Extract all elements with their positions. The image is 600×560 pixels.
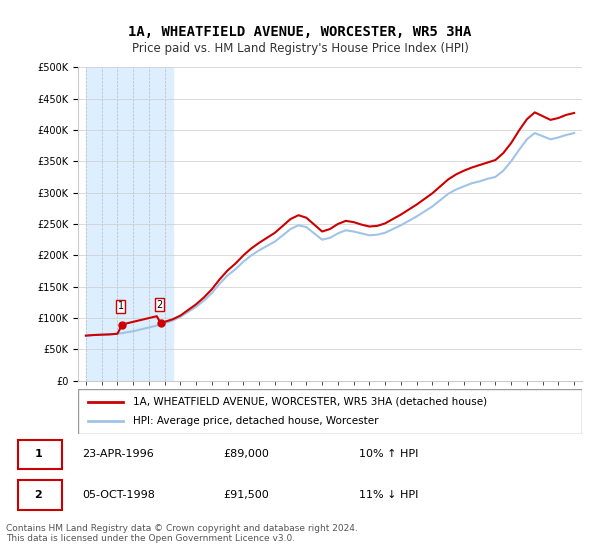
FancyBboxPatch shape xyxy=(18,440,62,469)
Text: 2: 2 xyxy=(34,490,42,500)
FancyBboxPatch shape xyxy=(18,480,62,510)
Bar xyxy=(86,67,173,381)
Text: 10% ↑ HPI: 10% ↑ HPI xyxy=(359,449,418,459)
Text: £89,000: £89,000 xyxy=(224,449,269,459)
Text: 05-OCT-1998: 05-OCT-1998 xyxy=(82,490,155,500)
Text: 1: 1 xyxy=(118,301,124,311)
Text: 1A, WHEATFIELD AVENUE, WORCESTER, WR5 3HA: 1A, WHEATFIELD AVENUE, WORCESTER, WR5 3H… xyxy=(128,25,472,39)
Text: HPI: Average price, detached house, Worcester: HPI: Average price, detached house, Worc… xyxy=(133,417,379,427)
Text: Contains HM Land Registry data © Crown copyright and database right 2024.
This d: Contains HM Land Registry data © Crown c… xyxy=(6,524,358,543)
Text: 1: 1 xyxy=(34,449,42,459)
Text: £91,500: £91,500 xyxy=(224,490,269,500)
Text: 2: 2 xyxy=(156,300,163,310)
Text: 23-APR-1996: 23-APR-1996 xyxy=(82,449,154,459)
FancyBboxPatch shape xyxy=(78,389,582,434)
Text: 11% ↓ HPI: 11% ↓ HPI xyxy=(359,490,418,500)
Text: Price paid vs. HM Land Registry's House Price Index (HPI): Price paid vs. HM Land Registry's House … xyxy=(131,42,469,55)
Text: 1A, WHEATFIELD AVENUE, WORCESTER, WR5 3HA (detached house): 1A, WHEATFIELD AVENUE, WORCESTER, WR5 3H… xyxy=(133,396,488,407)
